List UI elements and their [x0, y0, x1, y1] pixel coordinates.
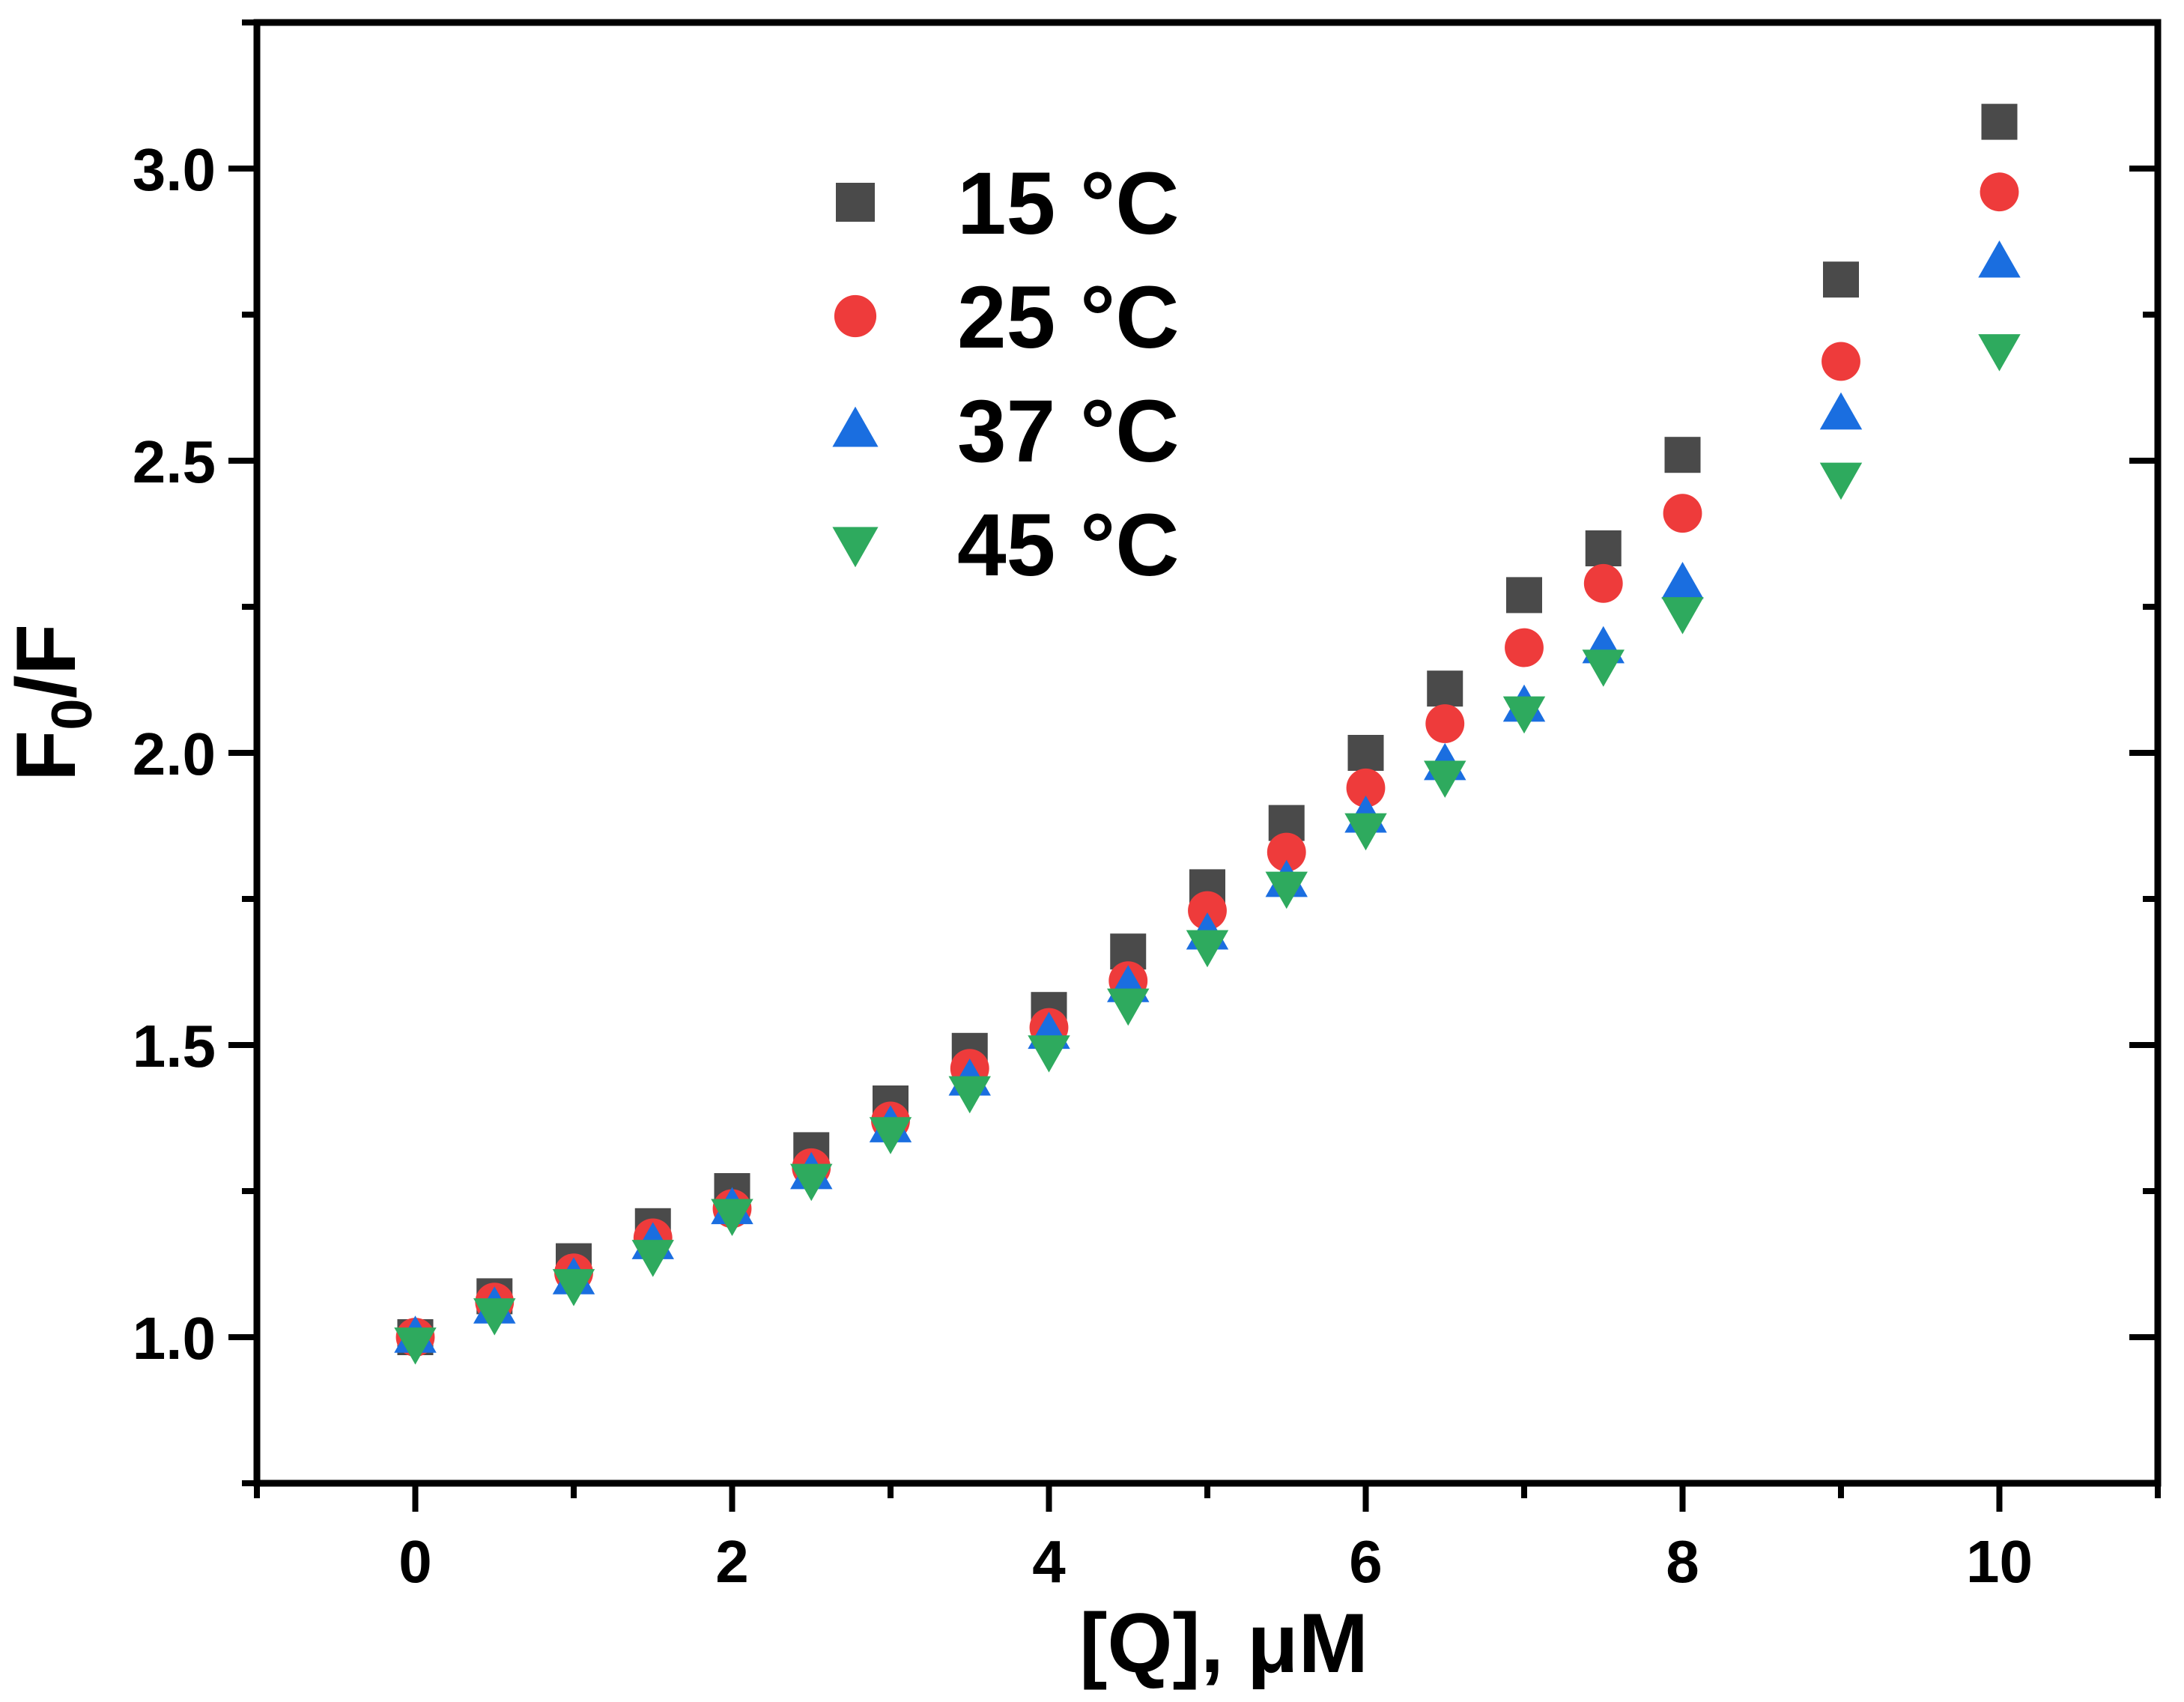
data-point — [1664, 437, 1701, 473]
data-point — [1505, 628, 1544, 667]
y-axis-title-main: F — [0, 730, 93, 781]
axis-ticks — [228, 19, 2161, 1512]
data-point — [473, 1298, 516, 1336]
data-point — [1661, 562, 1704, 599]
data-point — [711, 1199, 753, 1236]
legend-entry: 37 °C — [832, 382, 1179, 481]
legend-entry: 45 °C — [832, 496, 1179, 595]
legend-label: 45 °C — [957, 496, 1179, 595]
data-point — [1265, 871, 1308, 909]
data-point — [1267, 832, 1306, 872]
legend: 15 °C 25 °C 37 °C 45 °C — [832, 154, 1179, 595]
y-tick-label: 1.0 — [133, 1305, 216, 1372]
x-tick-label: 2 — [715, 1528, 749, 1595]
data-point — [1819, 462, 1863, 500]
data-markers — [394, 103, 2021, 1365]
data-point — [1344, 813, 1387, 851]
data-point — [1107, 988, 1150, 1026]
y-tick-label: 3.0 — [133, 136, 216, 203]
y-axis-title: F0/F — [0, 624, 104, 781]
legend-entry: 15 °C — [836, 154, 1179, 253]
data-point — [631, 1240, 674, 1277]
x-tick-label: 6 — [1349, 1528, 1383, 1595]
data-point — [1978, 334, 2021, 372]
y-axis-title-subscript: 0 — [40, 698, 104, 730]
x-tick-label: 0 — [398, 1528, 432, 1595]
series-4 — [394, 334, 2021, 1365]
data-point — [1425, 704, 1465, 743]
data-point — [1823, 261, 1859, 298]
y-tick-label: 2.0 — [133, 721, 216, 787]
data-point — [869, 1117, 912, 1154]
data-point — [1186, 930, 1229, 968]
data-point — [1424, 760, 1466, 798]
legend-marker — [832, 406, 879, 447]
x-axis-title: [Q], μM — [1079, 1596, 1368, 1690]
legend-label: 37 °C — [957, 382, 1179, 481]
data-point — [1819, 392, 1863, 430]
data-point — [948, 1076, 991, 1114]
legend-entry: 25 °C — [834, 268, 1179, 367]
y-tick-label: 2.5 — [133, 428, 216, 495]
data-point — [1188, 891, 1227, 930]
legend-label: 25 °C — [957, 268, 1179, 367]
data-point — [394, 1327, 437, 1365]
x-tick-label: 4 — [1032, 1528, 1066, 1595]
data-point — [1821, 342, 1860, 381]
data-point — [1427, 670, 1463, 707]
data-point — [1346, 768, 1386, 808]
axis-tick-labels: 0 2 4 6 8 10 1.0 1.5 2.0 2.5 3.0 — [133, 136, 2033, 1595]
legend-label: 15 °C — [957, 154, 1179, 253]
data-point — [1028, 1035, 1070, 1073]
data-point — [552, 1269, 595, 1306]
data-point — [1978, 240, 2021, 278]
data-point — [1981, 103, 2018, 140]
y-tick-label: 1.5 — [133, 1013, 216, 1079]
plot-frame — [253, 19, 2162, 1487]
data-point — [1980, 172, 2019, 212]
data-point — [1502, 696, 1546, 734]
y-axis-title-rest: /F — [0, 624, 93, 699]
legend-marker — [832, 527, 879, 568]
data-point — [790, 1163, 833, 1202]
data-point — [1506, 577, 1542, 614]
data-point — [1582, 649, 1625, 687]
data-point — [1585, 530, 1622, 566]
x-tick-label: 10 — [1966, 1528, 2033, 1595]
data-point — [1661, 597, 1704, 635]
data-point — [1663, 494, 1702, 533]
data-point — [1583, 563, 1623, 603]
legend-marker — [836, 183, 875, 222]
x-tick-label: 8 — [1666, 1528, 1699, 1595]
data-point — [1347, 735, 1384, 771]
legend-marker — [834, 294, 877, 338]
